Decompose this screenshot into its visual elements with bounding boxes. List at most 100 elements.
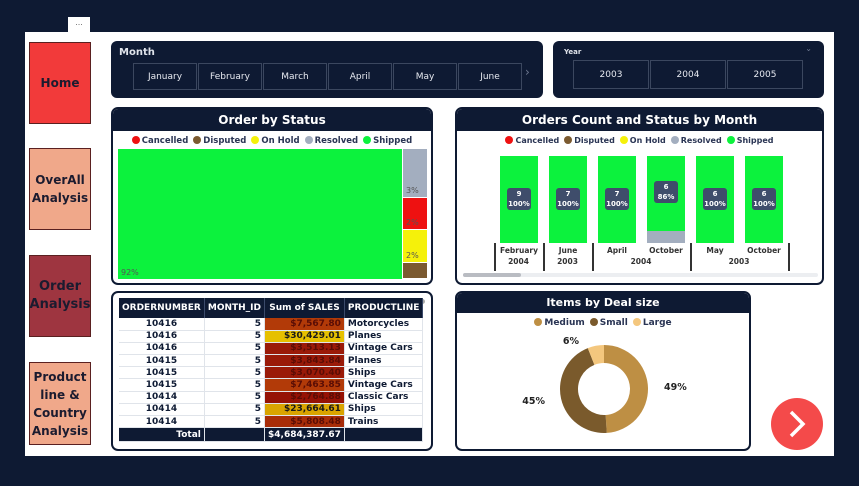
legend-label: On Hold — [629, 136, 666, 145]
month-option-january[interactable]: January — [133, 63, 197, 90]
group-divider — [494, 243, 496, 271]
month-option-march[interactable]: March — [263, 63, 327, 90]
nav-overall-analysis-button[interactable]: OverAll Analysis — [29, 148, 91, 230]
cell-month-id: 5 — [204, 342, 266, 356]
legend-item[interactable]: Disputed — [564, 136, 615, 145]
legend-label: Medium — [544, 318, 585, 328]
legend-label: Resolved — [314, 136, 359, 146]
column-bar[interactable]: 7 100% — [598, 156, 636, 243]
column-header[interactable]: PRODUCTLINE — [344, 298, 424, 318]
chevron-right-icon — [789, 410, 806, 438]
horizontal-scrollbar[interactable] — [463, 273, 818, 277]
column-header[interactable]: MONTH_ID — [204, 298, 266, 318]
sales-table-card: ORDERNUMBER MONTH_ID Sum of SALES PRODUCTLI… — [111, 291, 433, 451]
legend-item[interactable]: On Hold — [619, 136, 666, 145]
cell-ordernumber: 10416 — [119, 318, 205, 331]
table-row[interactable]: 10414 5 $23,664.61 Ships — [119, 403, 424, 417]
month-option-april[interactable]: April — [328, 63, 392, 90]
next-page-button[interactable] — [771, 398, 823, 450]
column-bar[interactable]: 7 100% — [549, 156, 587, 243]
month-slicer: Month January February March April May June › — [111, 41, 543, 98]
pct-label: 100% — [753, 200, 775, 208]
legend-label: Cancelled — [141, 136, 189, 146]
table-row[interactable]: 10415 5 $3,843.84 Planes — [119, 354, 424, 368]
cell-month-id: 5 — [204, 378, 266, 392]
column-header[interactable]: ORDERNUMBER — [119, 298, 205, 318]
treemap-tile-resolved[interactable]: 3% — [403, 149, 427, 197]
table-row[interactable]: 10416 5 $3,513.13 Vintage Cars — [119, 342, 424, 356]
cell-ordernumber: 10416 — [119, 330, 205, 343]
donut-slice-medium[interactable] — [604, 345, 649, 433]
scrollbar-thumb[interactable] — [463, 273, 521, 277]
total-empty — [204, 427, 266, 443]
cell-sales: $30,429.01 — [264, 330, 345, 343]
column-bar[interactable]: 6 100% — [745, 156, 783, 243]
nav-home-button[interactable]: Home — [29, 42, 91, 124]
sales-table: ORDERNUMBER MONTH_ID Sum of SALES PRODUCTLI… — [119, 298, 424, 443]
data-label: 6 100% — [703, 188, 727, 210]
year-option-2005[interactable]: 2005 — [727, 60, 803, 89]
month-option-june[interactable]: June — [458, 63, 522, 90]
cell-sales: $7,567.80 — [264, 318, 345, 331]
legend-label: Small — [599, 318, 628, 328]
x-tick-year: 2004 — [630, 257, 652, 266]
table-row[interactable]: 10416 5 $7,567.80 Motorcycles — [119, 318, 424, 331]
nav-product-country-button[interactable]: Product line & Country Analysis — [29, 362, 91, 445]
column-bar[interactable]: 6 86% — [647, 156, 685, 243]
legend-label: Resolved — [680, 136, 722, 145]
legend-dot-icon — [726, 136, 735, 144]
donut-slice-large[interactable] — [587, 345, 604, 365]
count-label: 6 — [761, 190, 767, 198]
cell-productline: Ships — [344, 403, 424, 417]
legend-item[interactable]: On Hold — [251, 136, 300, 146]
month-option-february[interactable]: February — [198, 63, 262, 90]
legend-item[interactable]: Cancelled — [131, 136, 189, 146]
chevron-right-icon[interactable]: › — [525, 65, 530, 79]
pct-label: 86% — [657, 193, 675, 201]
donut-slice-small[interactable] — [560, 348, 607, 433]
year-option-2004[interactable]: 2004 — [650, 60, 726, 89]
year-option-2003[interactable]: 2003 — [573, 60, 649, 89]
legend-label: On Hold — [261, 136, 300, 146]
column-bar[interactable]: 6 100% — [696, 156, 734, 243]
legend-label: Shipped — [736, 136, 774, 145]
month-option-may[interactable]: May — [393, 63, 457, 90]
deal-size-card: Items by Deal size Medium Small Large 49% 4… — [455, 291, 751, 451]
cell-month-id: 5 — [204, 318, 266, 331]
more-options-button[interactable]: ... — [68, 17, 90, 32]
treemap-tile-cancelled[interactable]: 2% — [403, 197, 427, 230]
pct-label: 100% — [508, 200, 530, 208]
cell-sales: $3,513.13 — [264, 342, 345, 356]
legend-dot-icon — [619, 136, 628, 144]
legend-dot-icon — [632, 318, 641, 326]
x-tick-month: February — [500, 246, 538, 255]
cell-productline: Trains — [344, 415, 424, 429]
nav-order-analysis-button[interactable]: Order Analysis — [29, 255, 91, 337]
chevron-down-icon[interactable]: ⌄ — [805, 44, 812, 53]
count-label: 7 — [565, 190, 571, 198]
table-row[interactable]: 10415 5 $7,463.85 Vintage Cars — [119, 378, 424, 392]
legend-item[interactable]: Resolved — [304, 136, 359, 146]
legend-item[interactable]: Disputed — [193, 136, 246, 146]
table-row[interactable]: 10414 5 $5,808.48 Trains — [119, 415, 424, 429]
legend-item[interactable]: Large — [632, 318, 672, 328]
legend-item[interactable]: Shipped — [363, 136, 412, 146]
legend-item[interactable]: Resolved — [670, 136, 722, 145]
legend-item[interactable]: Shipped — [726, 136, 774, 145]
column-bar[interactable]: 9 100% — [500, 156, 538, 243]
treemap-tile-shipped[interactable]: 92% — [118, 149, 402, 279]
cell-productline: Ships — [344, 366, 424, 380]
treemap-tile-disputed[interactable] — [403, 262, 427, 278]
legend-item[interactable]: Small — [589, 318, 628, 328]
table-row[interactable]: 10416 5 $30,429.01 Planes — [119, 330, 424, 343]
cell-month-id: 5 — [204, 354, 266, 368]
cell-month-id: 5 — [204, 403, 266, 417]
legend-dot-icon — [251, 136, 260, 144]
column-segment-resolved[interactable] — [647, 230, 685, 243]
legend-item[interactable]: Medium — [534, 318, 585, 328]
legend-item[interactable]: Cancelled — [505, 136, 559, 145]
column-header[interactable]: Sum of SALES — [264, 298, 345, 318]
table-row[interactable]: 10414 5 $2,764.88 Classic Cars — [119, 391, 424, 404]
table-row[interactable]: 10415 5 $3,070.40 Ships — [119, 366, 424, 380]
treemap-tile-on-hold[interactable]: 2% — [403, 230, 427, 262]
